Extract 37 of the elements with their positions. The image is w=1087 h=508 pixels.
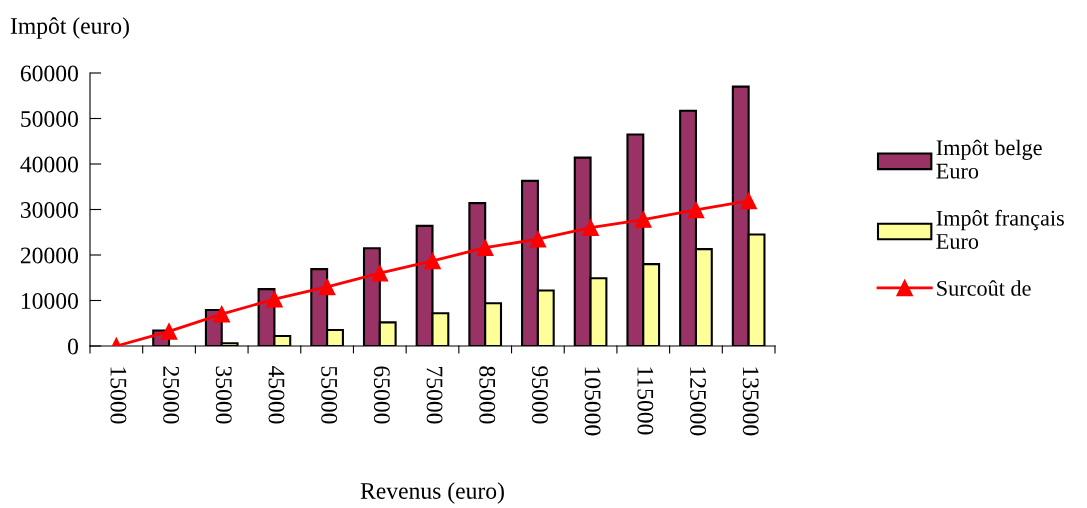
y-tick-label: 30000 (20, 201, 78, 218)
x-tick-label: 75000 (426, 367, 443, 424)
x-tick-label: 55000 (321, 366, 338, 424)
x-tick-label: 105000 (584, 367, 601, 436)
x-tick-label: 65000 (373, 366, 390, 424)
y-tick-label: 10000 (21, 292, 78, 309)
point (740, 192, 757, 210)
y-tick-label: 50000 (21, 110, 78, 127)
legend-label: Impôt belge Euro (936, 139, 1042, 179)
point (582, 219, 599, 237)
y-axis-title: Impôt (euro) (10, 17, 129, 39)
point (266, 290, 283, 308)
x-tick-label: 95000 (531, 366, 548, 424)
x-tick-label: 35000 (215, 366, 232, 424)
point (213, 305, 231, 323)
y-tick-label: 60000 (20, 65, 78, 82)
point (529, 230, 547, 248)
point (318, 278, 336, 296)
x-tick-label: 15000 (110, 367, 127, 424)
x-axis-title: Revenus (euro) (360, 482, 504, 504)
point (371, 264, 389, 282)
x-tick-label: 45000 (268, 365, 285, 424)
legend-label: Surcoût de (937, 280, 1031, 296)
point (687, 201, 705, 219)
point (424, 252, 441, 270)
y-tick-label: 0 (67, 338, 78, 355)
y-tick-label: 40000 (20, 156, 78, 173)
legend-label: Impôt français Euro (936, 209, 1064, 249)
point (634, 211, 652, 228)
x-tick-label: 135000 (742, 367, 759, 436)
x-tick-label: 125000 (690, 367, 706, 436)
point (160, 323, 178, 340)
y-tick-label: 20000 (20, 247, 78, 264)
x-tick-label: 25000 (163, 366, 180, 424)
point (476, 239, 494, 257)
x-tick-label: 85000 (479, 366, 496, 424)
x-tick-label: 115000 (637, 367, 654, 435)
